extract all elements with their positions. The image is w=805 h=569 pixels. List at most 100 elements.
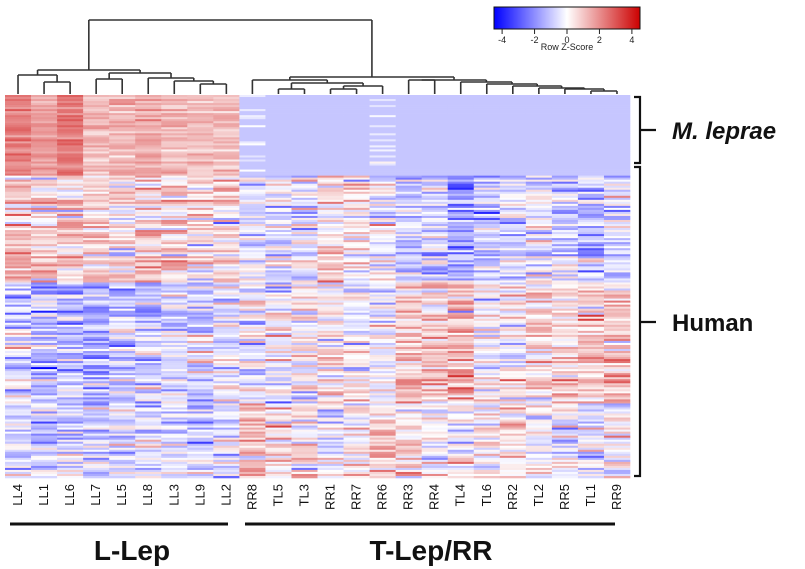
heatmap-cell <box>317 353 344 356</box>
heatmap-cell <box>395 97 422 100</box>
heatmap-cell <box>473 187 501 191</box>
heatmap-cell <box>291 181 318 184</box>
heatmap-cell <box>213 449 240 453</box>
heatmap-cell <box>161 175 188 178</box>
heatmap-cell <box>83 463 110 467</box>
heatmap-cell <box>395 103 422 106</box>
heatmap-cell <box>499 401 527 404</box>
heatmap-cell <box>83 191 110 195</box>
heatmap-cell <box>135 324 162 328</box>
heatmap-cell <box>421 274 449 277</box>
heatmap-cell <box>317 419 344 422</box>
heatmap-cell <box>551 137 579 140</box>
heatmap-cell <box>213 274 240 277</box>
heatmap-cell <box>265 316 292 320</box>
heatmap-cell <box>291 348 318 352</box>
heatmap-cell <box>57 298 84 301</box>
heatmap-cell <box>5 393 32 396</box>
heatmap-cell <box>187 320 214 324</box>
heatmap-cell <box>577 451 605 455</box>
column-label: LL6 <box>62 484 77 506</box>
heatmap-cell <box>239 443 266 447</box>
heatmap-cell <box>577 276 605 279</box>
heatmap-cell <box>343 276 370 279</box>
heatmap-cell <box>499 340 527 344</box>
heatmap-cell <box>395 344 422 348</box>
heatmap-cell <box>5 189 32 193</box>
heatmap-cell <box>421 377 449 380</box>
heatmap-cell <box>83 97 110 100</box>
heatmap-cell <box>213 379 240 382</box>
heatmap-cell <box>161 272 188 275</box>
heatmap-cell <box>395 290 422 293</box>
heatmap-cell <box>161 181 188 184</box>
heatmap-cell <box>499 344 527 348</box>
heatmap-cell <box>135 379 162 382</box>
heatmap-cell <box>473 115 501 118</box>
heatmap-cell <box>31 157 58 160</box>
heatmap-cell <box>395 99 422 102</box>
heatmap-cell <box>161 451 188 455</box>
heatmap-cell <box>265 461 292 465</box>
heatmap-cell <box>343 250 370 253</box>
heatmap-cell <box>57 189 84 193</box>
heatmap-cell <box>5 298 32 301</box>
heatmap-cell <box>551 155 579 158</box>
heatmap-cell <box>213 292 240 295</box>
heatmap-cell <box>31 330 58 334</box>
heatmap-cell <box>109 153 136 156</box>
heatmap-cell <box>395 312 422 316</box>
heatmap-cell <box>577 135 605 138</box>
heatmap-cell <box>577 375 605 378</box>
heatmap-cell <box>109 405 136 408</box>
heatmap-cell <box>447 316 475 320</box>
heatmap-cell <box>603 314 631 318</box>
heatmap-cell <box>57 226 84 229</box>
heatmap-cell <box>109 207 136 211</box>
heatmap-cell <box>317 97 344 100</box>
heatmap-cell <box>395 115 422 118</box>
heatmap-cell <box>57 145 84 148</box>
heatmap-cell <box>265 232 292 235</box>
heatmap-cell <box>421 304 449 307</box>
heatmap-cell <box>499 217 527 221</box>
heatmap-cell <box>31 351 58 354</box>
heatmap-cell <box>187 224 214 227</box>
heatmap-cell <box>551 165 579 168</box>
heatmap-cell <box>317 163 344 166</box>
heatmap-cell <box>551 316 579 320</box>
heatmap-cell <box>291 411 318 414</box>
heatmap-cell <box>239 312 266 316</box>
heatmap-cell <box>317 431 344 434</box>
heatmap-cell <box>577 224 605 227</box>
heatmap-cell <box>31 405 58 408</box>
heatmap-cell <box>317 197 344 201</box>
heatmap-cell <box>31 240 58 243</box>
heatmap-cell <box>473 336 501 340</box>
heatmap-cell <box>291 457 318 461</box>
heatmap-cell <box>265 276 292 279</box>
heatmap-cell <box>83 155 110 158</box>
heatmap-cell <box>135 207 162 211</box>
heatmap-cell <box>317 415 344 418</box>
heatmap-cell <box>577 125 605 128</box>
heatmap-cell <box>525 262 553 265</box>
heatmap-cell <box>31 393 58 396</box>
heatmap-cell <box>421 332 449 336</box>
heatmap-cell <box>135 183 162 187</box>
heatmap-cell <box>499 117 527 120</box>
heatmap-cell <box>525 207 553 211</box>
heatmap-cell <box>551 379 579 382</box>
heatmap-cell <box>239 369 266 372</box>
heatmap-cell <box>291 135 318 138</box>
heatmap-cell <box>395 353 422 356</box>
heatmap-cell <box>31 445 58 449</box>
heatmap-cell <box>265 224 292 227</box>
heatmap-cell <box>447 272 475 275</box>
heatmap-cell <box>161 365 188 368</box>
heatmap-cell <box>5 280 32 283</box>
heatmap-cell <box>369 391 396 394</box>
heatmap-cell <box>551 338 579 342</box>
heatmap-cell <box>369 334 396 338</box>
heatmap-cell <box>239 304 266 307</box>
